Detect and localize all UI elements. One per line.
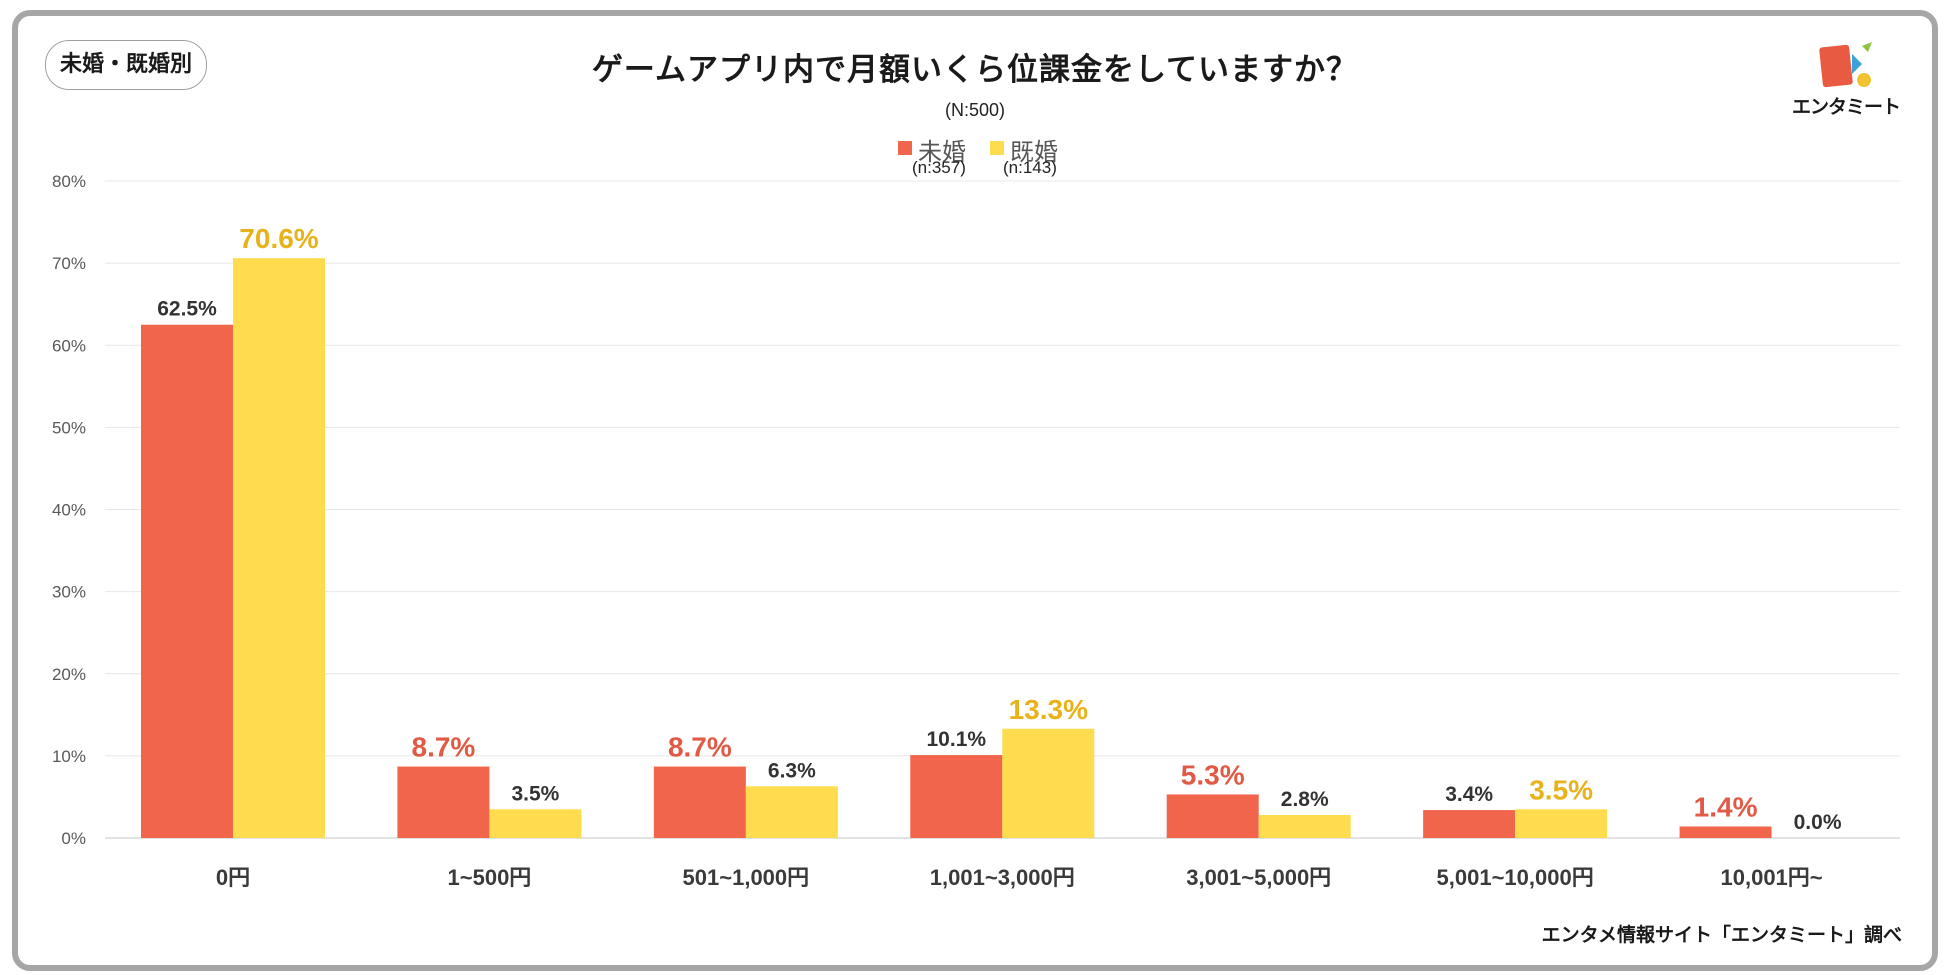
data-label: 8.7% [412,732,476,763]
legend-swatch-unmarried [898,141,912,155]
y-tick-label: 30% [52,583,86,602]
bar-unmarried [910,755,1003,838]
y-tick-label: 60% [52,336,86,355]
y-tick-label: 10% [52,747,86,766]
data-label: 0.0% [1794,811,1842,834]
bar-unmarried [653,766,746,838]
logo-mark-icon [1819,42,1872,88]
legend-label-married: 既婚 [1010,138,1058,166]
bar-unmarried [141,324,233,838]
bar-unmarried [1679,826,1772,838]
y-tick-label: 20% [52,665,86,684]
bar-unmarried [1166,794,1259,838]
x-category-label: 10,001円~ [1721,865,1823,890]
x-category-label: 1~500円 [448,865,532,890]
sample-size: (N:500) [944,100,1006,120]
bar-unmarried [1423,810,1516,838]
data-label: 10.1% [927,728,987,751]
logo-text: エンタミート [1791,96,1901,118]
data-label: 13.3% [1009,694,1088,725]
x-category-label: 501~1,000円 [683,865,810,890]
entameet-logo: エンタミート [1790,42,1902,122]
legend-count-unmarried: (n:357) [912,158,966,177]
legend-label-unmarried: 未婚 [918,138,966,166]
bar-married [1258,815,1351,838]
segment-badge: 未婚・既婚別 [45,40,208,90]
data-label: 3.4% [1445,783,1493,806]
data-label: 5.3% [1181,759,1245,790]
x-category-label: 1,001~3,000円 [930,865,1075,890]
bar-married [745,786,838,838]
x-category-label: 0円 [216,865,250,890]
bar-married [1515,809,1608,838]
y-tick-label: 50% [52,418,86,437]
chart-title: ゲームアプリ内で月額いくら位課金をしていますか？ [591,52,1359,88]
x-category-label: 3,001~5,000円 [1186,865,1331,890]
legend-count-married: (n:143) [1003,158,1057,177]
data-label: 1.4% [1694,792,1758,823]
y-tick-label: 80% [52,172,86,191]
y-tick-label: 40% [52,501,86,520]
data-label: 6.3% [768,759,816,782]
bar-unmarried [397,766,490,838]
x-category-label: 5,001~10,000円 [1437,865,1594,890]
bar-married [489,809,582,838]
y-tick-label: 0% [61,829,86,848]
y-tick-label: 70% [52,254,86,273]
bar-married [1002,728,1095,838]
data-label: 2.8% [1281,788,1329,811]
bar-married [233,258,325,838]
data-label: 3.5% [511,782,559,805]
data-label: 62.5% [157,298,217,321]
source-credit: エンタメ情報サイト「エンタミート」調べ [1541,924,1902,946]
data-label: 3.5% [1529,774,1593,805]
legend-swatch-married [990,141,1004,155]
data-label: 8.7% [668,732,732,763]
data-label: 70.6% [239,223,318,254]
